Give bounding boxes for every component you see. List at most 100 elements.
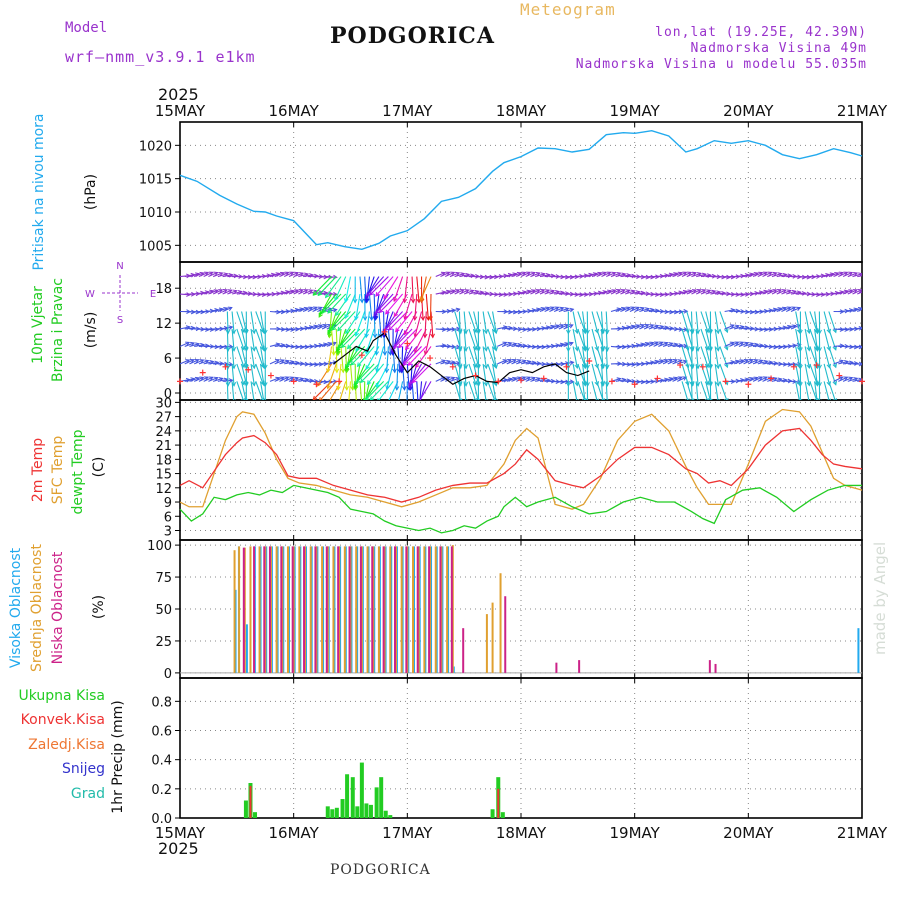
wind-arrow: [658, 378, 669, 382]
wind-arrow: [814, 328, 818, 351]
wind-arrow-head: [843, 376, 849, 381]
wind-arrow-head: [383, 294, 388, 300]
wind-gust-mark: [495, 378, 502, 385]
wind-arrow-head: [724, 363, 729, 369]
wind-arrow-head: [689, 382, 695, 387]
wind-arrow: [415, 346, 432, 368]
wind-arrow-head: [418, 404, 422, 408]
wind-arrow: [250, 328, 255, 351]
wind-arrow: [335, 293, 351, 316]
wind-arrow: [429, 294, 432, 321]
wind-arrow-head: [541, 344, 547, 350]
wind-arrow: [629, 306, 640, 312]
wind-arrow-head: [350, 360, 356, 366]
x-tick-label-bottom: 18MAY: [496, 824, 547, 842]
cloud-bar-low: [382, 546, 385, 673]
wind-arrow-head: [337, 344, 342, 350]
product-title: Meteogram: [520, 0, 616, 19]
wind-arrow: [667, 272, 678, 278]
x-tick-label-top: 17MAY: [382, 102, 433, 120]
wind-arrow-head: [413, 332, 419, 338]
wind-arrow: [658, 359, 668, 365]
wind-arrow-head: [231, 329, 237, 335]
wind-arrow-head: [225, 382, 231, 387]
cloud-bar-mid: [412, 546, 415, 673]
cloud-bar-high: [857, 628, 860, 673]
wind-arrow-head: [604, 347, 610, 352]
wind-arrow: [203, 360, 214, 365]
wind-arrow: [733, 359, 744, 365]
wind-arrow-head: [677, 376, 683, 381]
wind-arrow: [303, 274, 314, 278]
wind-arrow: [757, 376, 768, 382]
cloud-bar-low: [291, 546, 294, 673]
wind-arrow: [464, 274, 475, 278]
wind-arrow: [572, 381, 578, 400]
wind-arrow: [757, 360, 768, 365]
wind-arrow: [511, 376, 521, 382]
wind-arrow-head: [412, 404, 416, 408]
wind-arrow: [620, 274, 631, 278]
wind-arrow-head: [540, 289, 546, 294]
temp-ylabel-sfc: SFC Temp: [50, 436, 66, 505]
wind-arrow: [842, 289, 853, 295]
wind-arrow-head: [734, 341, 740, 346]
wind-arrow: [497, 341, 507, 347]
wind-arrow: [516, 291, 527, 295]
wind-arrow: [203, 290, 214, 295]
wind-arrow-head: [715, 381, 721, 387]
wind-arrow: [424, 311, 427, 338]
wind-arrow: [414, 311, 423, 337]
wind-arrow: [823, 273, 834, 278]
wind-arrow: [405, 328, 422, 350]
wind-arrow: [492, 346, 497, 369]
wind-arrow: [407, 346, 427, 366]
wind-arrow-head: [639, 306, 645, 312]
wind-arrow-head: [355, 378, 361, 384]
wind-arrow-head: [365, 365, 370, 371]
wind-arrow: [340, 346, 344, 373]
wind-arrow: [501, 378, 512, 382]
wind-arrow-head: [450, 376, 456, 381]
wind-arrow: [369, 276, 389, 296]
cloud-bar-mid: [389, 546, 392, 673]
wind-arrow-head: [222, 289, 228, 294]
wind-arrow-head: [365, 396, 370, 400]
wind-arrow-head: [857, 289, 862, 294]
y-tick-label: 0.4: [151, 754, 172, 769]
dewpt-line: [179, 484, 862, 534]
wind-arrow: [302, 289, 313, 295]
wind-arrow: [724, 341, 735, 347]
wind-arrow-head: [457, 347, 463, 352]
wind-arrow: [558, 342, 569, 347]
y-tick-label: 21: [155, 439, 172, 454]
wind-arrow: [634, 307, 645, 313]
wind-arrow: [445, 289, 455, 295]
wind-arrow: [293, 272, 304, 278]
wind-arrow-head: [194, 358, 200, 364]
wind-arrow: [857, 327, 862, 330]
cloud-bar-low: [280, 546, 283, 673]
wind-arrow-head: [228, 325, 234, 330]
wind-arrow: [344, 293, 356, 319]
wind-arrow: [857, 363, 862, 365]
wind-arrow: [241, 346, 248, 368]
wind-arrow-head: [227, 289, 233, 294]
wind-arrow: [369, 380, 389, 400]
wind-arrow: [600, 381, 604, 400]
cloud-bar-mid: [321, 546, 324, 673]
wind-arrow: [393, 328, 413, 349]
wind-arrow: [714, 363, 719, 386]
wind-arrow-head: [327, 309, 332, 314]
wind-arrow-head: [559, 324, 565, 329]
wind-arrow: [525, 377, 536, 382]
wind-arrow-head: [440, 376, 446, 381]
wind-arrow: [388, 381, 399, 400]
wind-arrow-head: [324, 293, 330, 299]
wind-arrow: [468, 346, 477, 368]
wind-arrow-head: [616, 272, 622, 277]
wind-arrow: [600, 311, 604, 334]
wind-arrow-head: [798, 329, 803, 335]
wind-arrow-head: [689, 364, 695, 370]
wind-arrow: [416, 381, 419, 400]
